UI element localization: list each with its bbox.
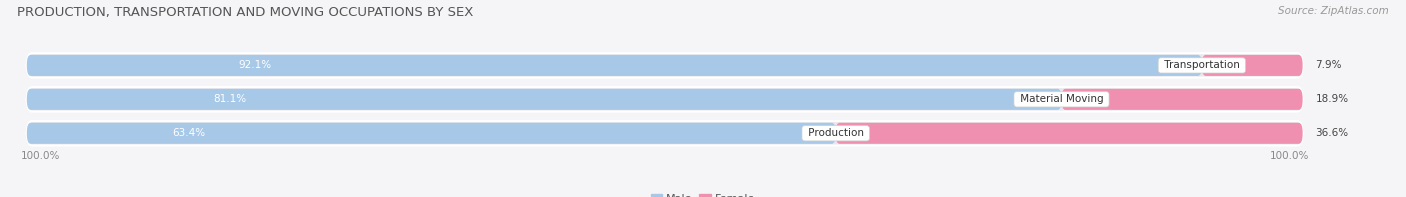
Text: Source: ZipAtlas.com: Source: ZipAtlas.com (1278, 6, 1389, 16)
Text: 18.9%: 18.9% (1316, 94, 1348, 104)
Text: 100.0%: 100.0% (1270, 151, 1309, 161)
Text: Transportation: Transportation (1161, 60, 1243, 70)
Text: 36.6%: 36.6% (1316, 128, 1348, 138)
Text: Production: Production (804, 128, 868, 138)
Text: 100.0%: 100.0% (21, 151, 60, 161)
Legend: Male, Female: Male, Female (647, 190, 759, 197)
FancyBboxPatch shape (27, 89, 1062, 110)
FancyBboxPatch shape (27, 123, 835, 144)
FancyBboxPatch shape (835, 123, 1302, 144)
Text: 81.1%: 81.1% (214, 94, 246, 104)
FancyBboxPatch shape (27, 53, 1302, 78)
Text: 63.4%: 63.4% (173, 128, 205, 138)
FancyBboxPatch shape (27, 55, 1202, 76)
Text: PRODUCTION, TRANSPORTATION AND MOVING OCCUPATIONS BY SEX: PRODUCTION, TRANSPORTATION AND MOVING OC… (17, 6, 474, 19)
Text: Material Moving: Material Moving (1017, 94, 1107, 104)
FancyBboxPatch shape (27, 87, 1302, 112)
Text: 92.1%: 92.1% (239, 60, 271, 70)
FancyBboxPatch shape (27, 121, 1302, 146)
Text: 7.9%: 7.9% (1316, 60, 1341, 70)
FancyBboxPatch shape (1062, 89, 1302, 110)
FancyBboxPatch shape (1202, 55, 1302, 76)
